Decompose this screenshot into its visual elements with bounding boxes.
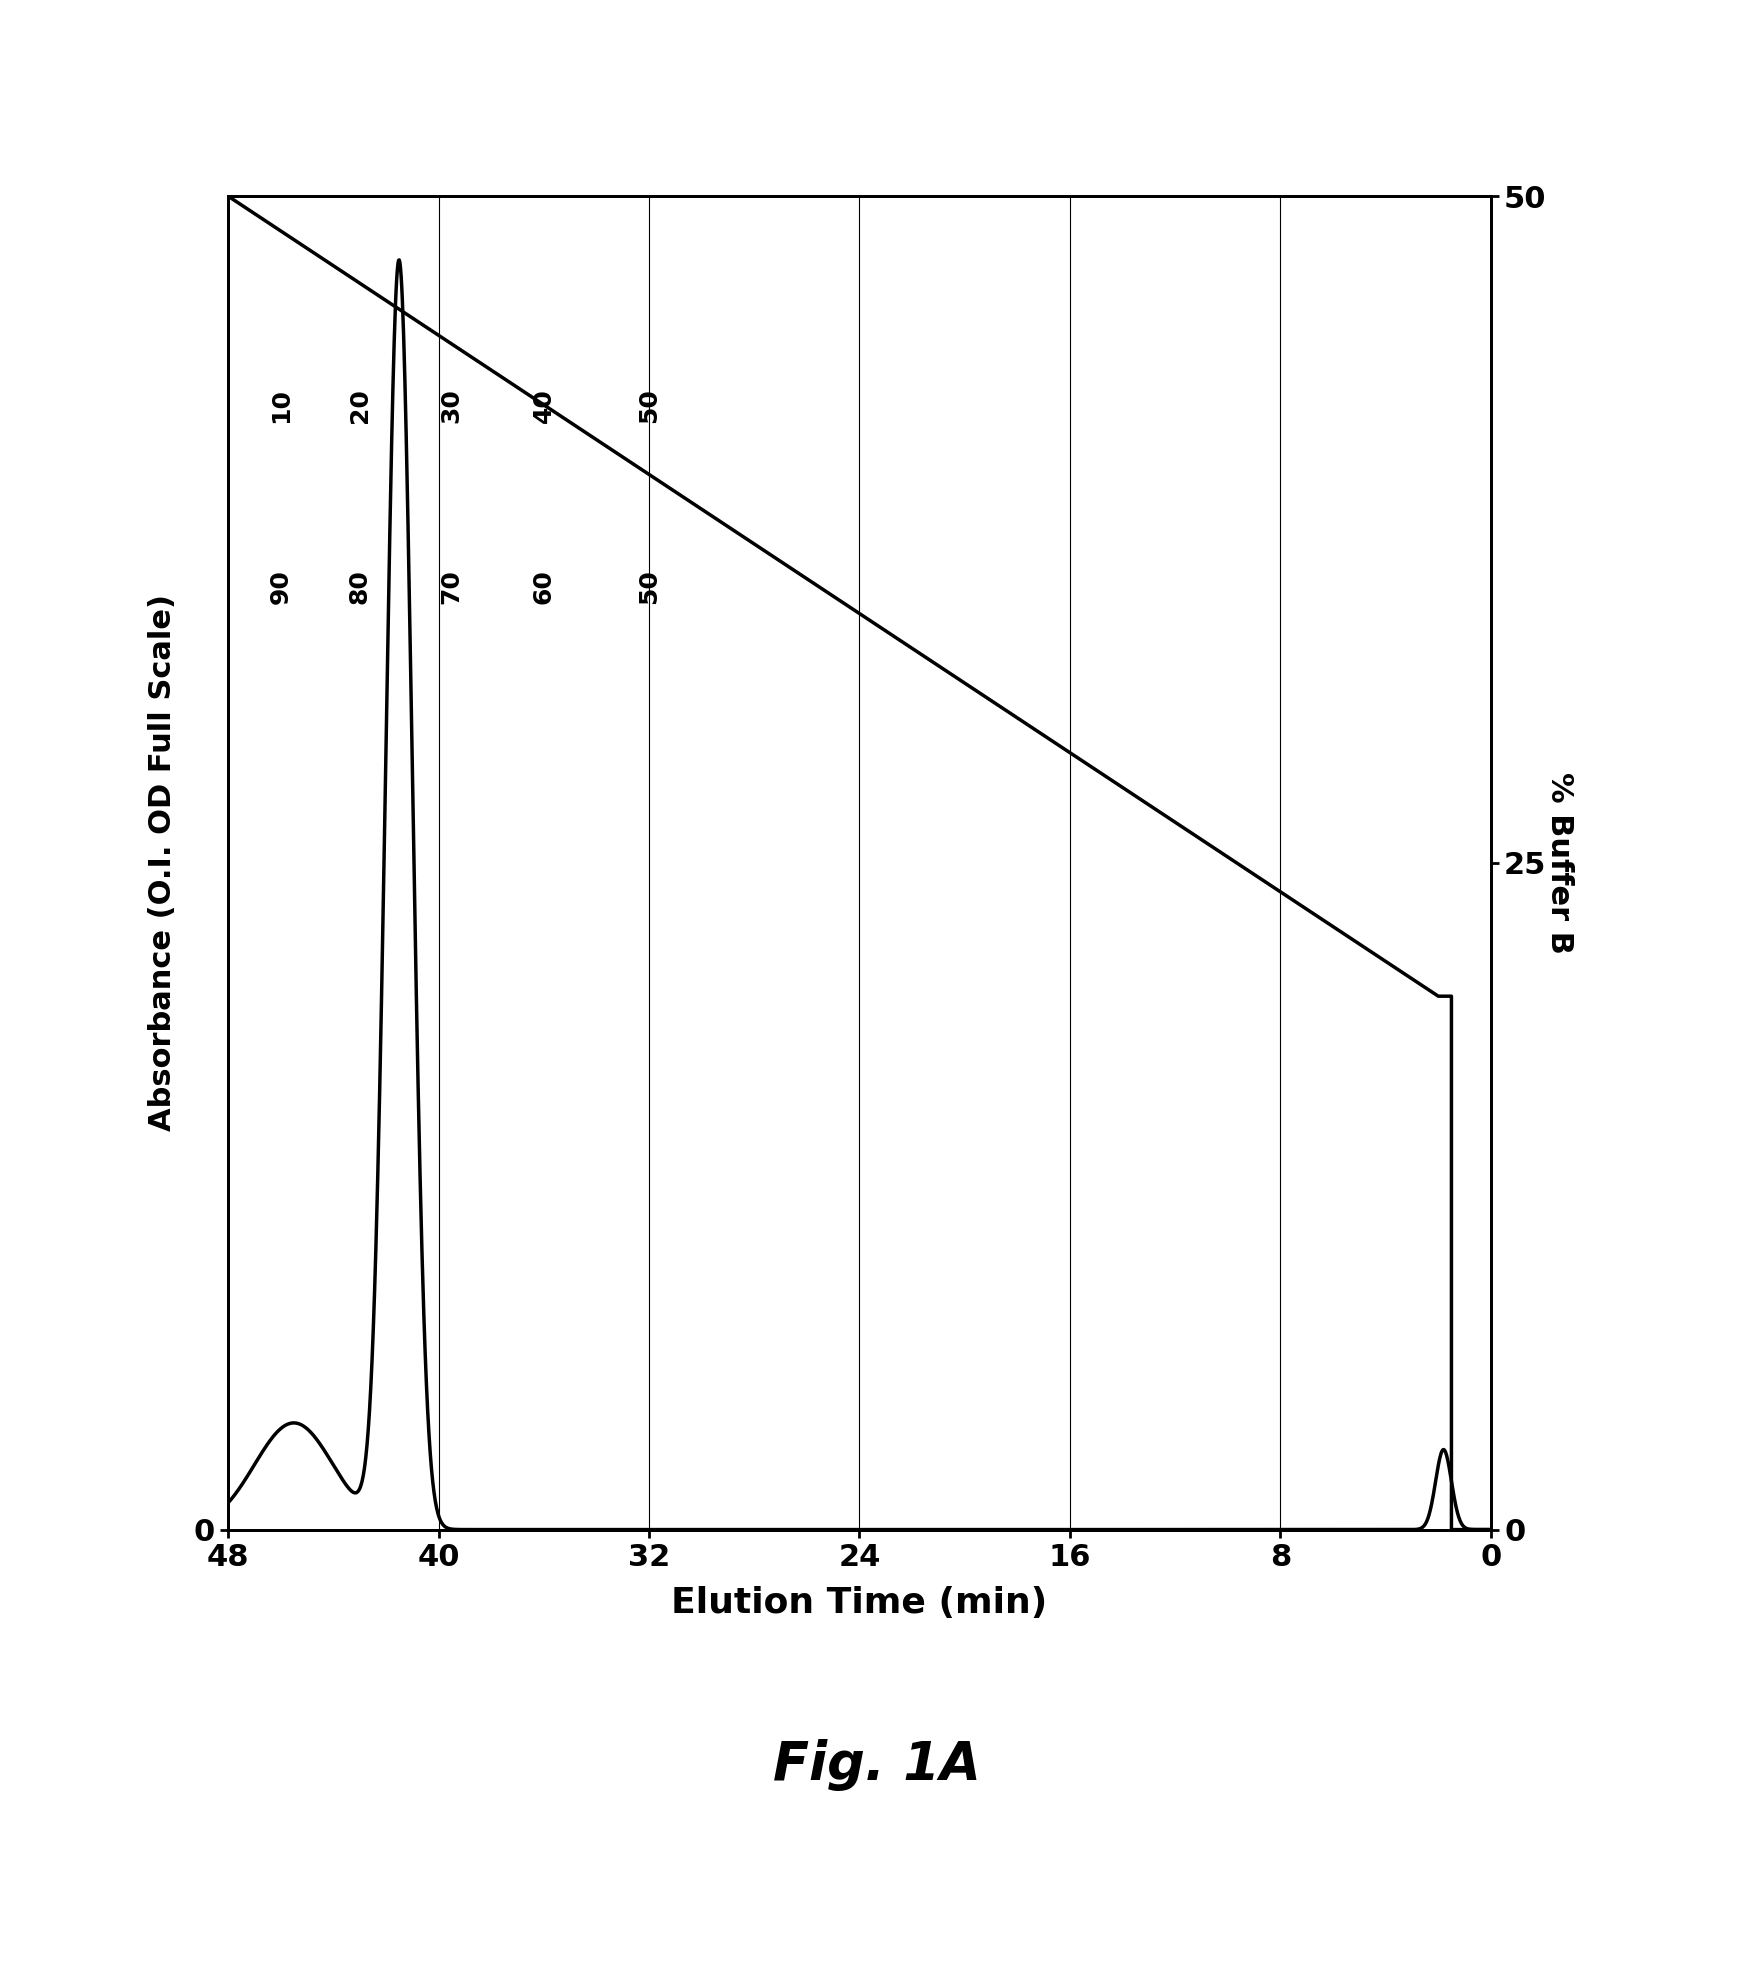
X-axis label: Elution Time (min): Elution Time (min): [672, 1586, 1047, 1620]
Text: 60: 60: [531, 569, 556, 604]
Text: 80: 80: [347, 569, 372, 604]
Y-axis label: % Buffer B: % Buffer B: [1545, 773, 1575, 953]
Text: 30: 30: [440, 388, 463, 424]
Text: 50: 50: [637, 569, 661, 604]
Y-axis label: Absorbance (O.I. OD Full Scale): Absorbance (O.I. OD Full Scale): [147, 594, 177, 1131]
Text: 40: 40: [531, 388, 556, 424]
Text: 10: 10: [268, 388, 293, 424]
Text: 20: 20: [347, 388, 372, 424]
Text: 50: 50: [637, 388, 661, 424]
Text: 70: 70: [440, 569, 463, 604]
Text: Fig. 1A: Fig. 1A: [774, 1739, 980, 1790]
Text: 90: 90: [268, 569, 293, 604]
